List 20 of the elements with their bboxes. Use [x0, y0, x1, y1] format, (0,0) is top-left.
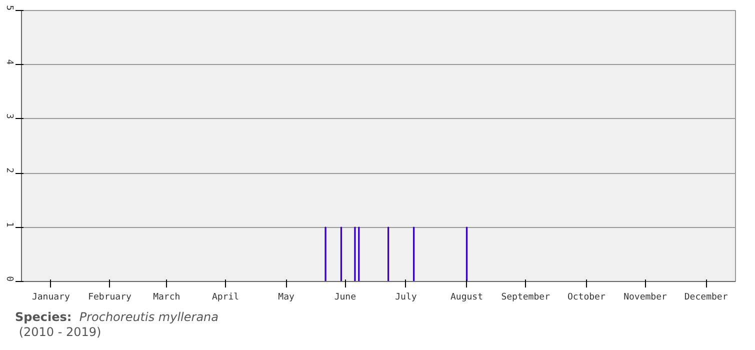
x-tick-label: August [450, 292, 484, 302]
x-tick-label: March [153, 292, 180, 302]
x-tick-label: June [334, 292, 356, 302]
y-tick-label: 5 [4, 5, 14, 11]
y-tick-label: 0 [4, 276, 14, 282]
y-tick-label: 1 [4, 222, 14, 228]
text: (2010 - 2019) [18, 325, 102, 340]
x-tick-label: April [212, 292, 240, 302]
x-tick-label: January [32, 292, 70, 302]
x-tick-label: November [624, 292, 668, 302]
x-tick-label: February [88, 292, 132, 302]
text: Species: Prochoreutis myllerana [15, 310, 218, 324]
x-tick-label: July [395, 292, 418, 302]
x-tick-label: October [567, 292, 606, 302]
x-tick-label: September [501, 292, 551, 302]
y-tick-label: 3 [4, 113, 14, 119]
y-tick-label: 2 [4, 168, 14, 174]
x-tick-label: May [278, 292, 296, 302]
y-tick-label: 4 [4, 59, 14, 65]
x-tick-label: December [684, 292, 728, 302]
